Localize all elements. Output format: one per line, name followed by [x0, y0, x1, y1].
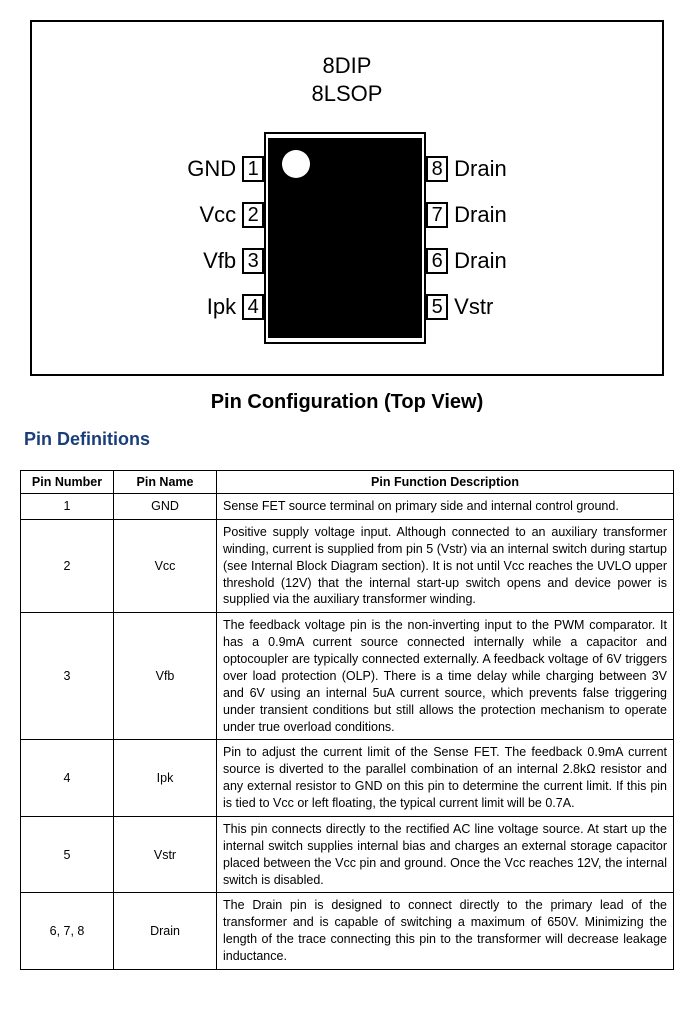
table-row: 2 Vcc Positive supply voltage input. Alt…: [21, 519, 674, 612]
cell-pin-desc: Pin to adjust the current limit of the S…: [217, 740, 674, 817]
cell-pin-name: Drain: [114, 893, 217, 970]
package-labels: 8DIP 8LSOP: [52, 52, 642, 107]
pin-5: 5 Vstr: [426, 293, 513, 321]
header-pin-name: Pin Name: [114, 471, 217, 494]
table-header-row: Pin Number Pin Name Pin Function Descrip…: [21, 471, 674, 494]
table-row: 3 Vfb The feedback voltage pin is the no…: [21, 613, 674, 740]
orientation-dot-icon: [282, 150, 310, 178]
pin-number: 5: [426, 294, 448, 320]
table-row: 5 Vstr This pin connects directly to the…: [21, 816, 674, 893]
table-row: 1 GND Sense FET source terminal on prima…: [21, 494, 674, 520]
header-pin-desc: Pin Function Description: [217, 471, 674, 494]
pinout-diagram: 8DIP 8LSOP GND 1 Vcc 2 Vfb 3 Ipk 4: [30, 20, 664, 376]
figure-title: Pin Configuration (Top View): [20, 391, 674, 414]
table-row: 6, 7, 8 Drain The Drain pin is designed …: [21, 893, 674, 970]
header-pin-number: Pin Number: [21, 471, 114, 494]
pin-number: 1: [242, 156, 264, 182]
cell-pin-name: Vcc: [114, 519, 217, 612]
cell-pin-number: 5: [21, 816, 114, 893]
chip-outline: [264, 132, 426, 344]
cell-pin-name: Ipk: [114, 740, 217, 817]
cell-pin-number: 6, 7, 8: [21, 893, 114, 970]
pin-number: 3: [242, 248, 264, 274]
cell-pin-desc: The Drain pin is designed to connect dir…: [217, 893, 674, 970]
cell-pin-desc: This pin connects directly to the rectif…: [217, 816, 674, 893]
cell-pin-name: Vfb: [114, 613, 217, 740]
pin-4: Ipk 4: [181, 293, 264, 321]
pin-number: 2: [242, 202, 264, 228]
left-pin-column: GND 1 Vcc 2 Vfb 3 Ipk 4: [181, 155, 264, 321]
package-line-1: 8DIP: [52, 52, 642, 80]
table-body: 1 GND Sense FET source terminal on prima…: [21, 494, 674, 970]
chip-body: [268, 138, 422, 338]
pin-8: 8 Drain: [426, 155, 513, 183]
cell-pin-name: GND: [114, 494, 217, 520]
section-title: Pin Definitions: [24, 429, 674, 450]
cell-pin-desc: Sense FET source terminal on primary sid…: [217, 494, 674, 520]
cell-pin-number: 3: [21, 613, 114, 740]
package-line-2: 8LSOP: [52, 80, 642, 108]
pin-2: Vcc 2: [181, 201, 264, 229]
chip-row: GND 1 Vcc 2 Vfb 3 Ipk 4 8 Dra: [52, 132, 642, 344]
pin-number: 8: [426, 156, 448, 182]
pin-number: 6: [426, 248, 448, 274]
pin-number: 4: [242, 294, 264, 320]
pin-6: 6 Drain: [426, 247, 513, 275]
pin-3: Vfb 3: [181, 247, 264, 275]
table-row: 4 Ipk Pin to adjust the current limit of…: [21, 740, 674, 817]
pin-label: Drain: [448, 156, 513, 182]
pin-label: Drain: [448, 248, 513, 274]
pin-label: Drain: [448, 202, 513, 228]
pin-label: Ipk: [201, 294, 242, 320]
pin-1: GND 1: [181, 155, 264, 183]
cell-pin-desc: Positive supply voltage input. Although …: [217, 519, 674, 612]
pin-label: Vcc: [193, 202, 242, 228]
cell-pin-number: 2: [21, 519, 114, 612]
pin-label: GND: [181, 156, 242, 182]
pin-label: Vfb: [197, 248, 242, 274]
cell-pin-name: Vstr: [114, 816, 217, 893]
pin-label: Vstr: [448, 294, 499, 320]
pin-7: 7 Drain: [426, 201, 513, 229]
cell-pin-number: 4: [21, 740, 114, 817]
cell-pin-desc: The feedback voltage pin is the non-inve…: [217, 613, 674, 740]
cell-pin-number: 1: [21, 494, 114, 520]
right-pin-column: 8 Drain 7 Drain 6 Drain 5 Vstr: [426, 155, 513, 321]
pin-definitions-table: Pin Number Pin Name Pin Function Descrip…: [20, 470, 674, 970]
pin-number: 7: [426, 202, 448, 228]
